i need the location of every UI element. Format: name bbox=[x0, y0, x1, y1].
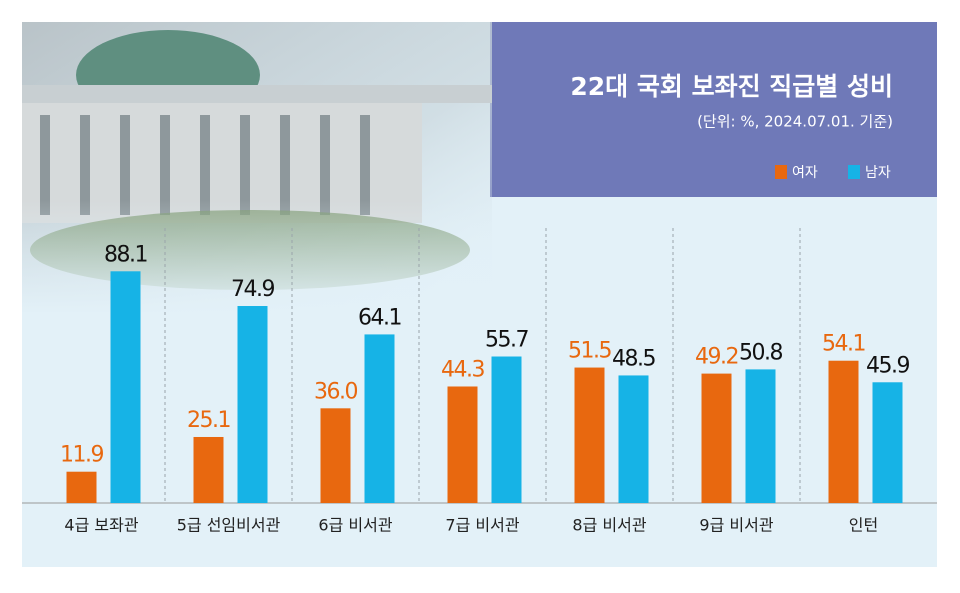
bar bbox=[574, 367, 605, 503]
bar bbox=[193, 436, 224, 503]
value-label: 25.1 bbox=[187, 408, 230, 433]
x-tick-label: 8급 비서관 bbox=[572, 516, 646, 535]
legend-label: 여자 bbox=[792, 165, 818, 181]
legend-swatch bbox=[848, 165, 860, 179]
value-label: 74.9 bbox=[231, 277, 274, 302]
bar bbox=[828, 360, 859, 503]
bar bbox=[618, 375, 649, 503]
x-tick-label: 5급 선임비서관 bbox=[177, 516, 281, 535]
value-label: 49.2 bbox=[695, 345, 738, 370]
bar bbox=[364, 334, 395, 503]
value-label: 54.1 bbox=[822, 332, 865, 357]
value-label: 50.8 bbox=[739, 340, 782, 365]
value-label: 64.1 bbox=[358, 305, 401, 330]
legend-swatch bbox=[775, 165, 787, 179]
x-tick-label: 4급 보좌관 bbox=[64, 516, 138, 535]
value-label: 55.7 bbox=[485, 328, 528, 353]
x-tick-label: 6급 비서관 bbox=[318, 516, 392, 535]
bar bbox=[320, 408, 351, 503]
x-tick-label: 인턴 bbox=[849, 516, 878, 535]
header-band bbox=[490, 22, 937, 197]
value-label: 88.1 bbox=[104, 242, 147, 267]
bar bbox=[237, 306, 268, 503]
value-label: 44.3 bbox=[441, 357, 484, 382]
value-label: 51.5 bbox=[568, 339, 611, 364]
chart-subtitle: (단위: %, 2024.07.01. 기준) bbox=[697, 113, 893, 131]
bar bbox=[447, 386, 478, 503]
bar bbox=[491, 356, 522, 503]
value-label: 45.9 bbox=[866, 353, 909, 378]
bar bbox=[872, 382, 903, 503]
legend: 여자 남자 bbox=[775, 165, 891, 181]
bar bbox=[701, 373, 732, 503]
bar bbox=[745, 369, 776, 503]
x-tick-label: 9급 비서관 bbox=[699, 516, 773, 535]
legend-label: 남자 bbox=[865, 165, 891, 181]
bar bbox=[110, 271, 141, 503]
bar bbox=[66, 471, 97, 503]
photo bbox=[22, 22, 492, 315]
chart-title: 22대 국회 보좌진 직급별 성비 bbox=[570, 72, 893, 101]
value-label: 48.5 bbox=[612, 346, 655, 371]
x-tick-label: 7급 비서관 bbox=[445, 516, 519, 535]
value-label: 36.0 bbox=[314, 379, 357, 404]
value-label: 11.9 bbox=[60, 443, 103, 468]
